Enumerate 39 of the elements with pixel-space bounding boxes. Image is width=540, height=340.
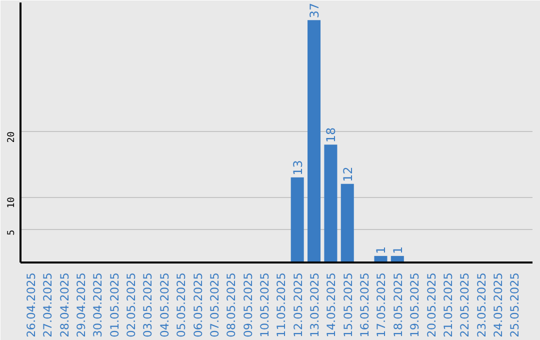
x-tick-label: 08.05.2025 [224,272,238,338]
x-tick-label: 14.05.2025 [324,272,338,338]
x-tick-label: 21.05.2025 [440,272,455,338]
x-tick-label: 19.05.2025 [408,272,422,338]
x-tick-label: 04.05.2025 [157,272,172,338]
x-tick-label: 29.04.2025 [74,272,88,338]
data-label: 37 [308,2,322,18]
x-tick-label: 12.05.2025 [290,272,305,338]
x-tick-label: 16.05.2025 [358,272,372,338]
x-tick-label: 30.04.2025 [90,272,105,338]
x-tick-label: 05.05.2025 [174,272,188,338]
x-tick-label: 13.05.2025 [308,272,322,338]
x-tick-label: 28.04.2025 [57,272,72,338]
x-tick-label: 01.05.2025 [107,272,122,338]
data-label: 18 [324,127,338,143]
x-tick-label: 23.05.2025 [474,272,488,338]
x-tick-label: 25.05.2025 [508,272,522,338]
data-label: 1 [374,246,388,254]
x-tick-label: 03.05.2025 [140,272,155,338]
x-tick-label: 06.05.2025 [190,272,205,338]
x-tick-label: 17.05.2025 [374,272,388,338]
x-tick-label: 07.05.2025 [207,272,222,338]
x-tick-label: 11.05.2025 [274,272,288,338]
x-tick-label: 10.05.2025 [257,272,272,338]
x-tick-label: 02.05.2025 [124,272,138,338]
y-tick-label: 5 [6,230,17,236]
x-tick-label: 24.05.2025 [490,272,505,338]
x-tick-label: 15.05.2025 [340,272,355,338]
data-label: 1 [390,246,405,254]
x-tick-label: 27.04.2025 [40,272,55,338]
data-label: 12 [340,166,355,182]
data-label: 13 [290,160,305,176]
x-tick-label: 20.05.2025 [424,272,438,338]
x-tick-label: 18.05.2025 [390,272,405,338]
y-tick-label: 10 [6,196,17,208]
x-tick-label: 22.05.2025 [458,272,472,338]
y-tick-label: 20 [6,131,17,143]
x-tick-label: 09.05.2025 [240,272,255,338]
x-tick-label: 26.04.2025 [24,272,38,338]
